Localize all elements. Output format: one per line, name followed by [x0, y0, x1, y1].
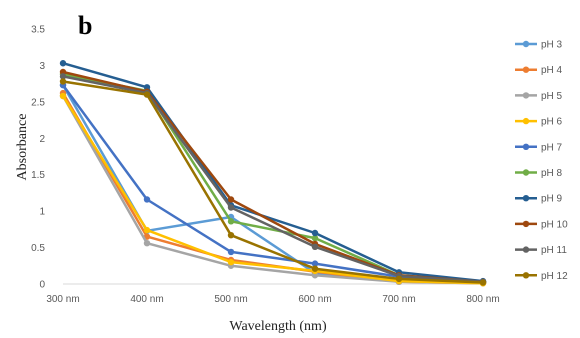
- legend-swatch-marker: [522, 117, 530, 125]
- x-axis-label: Wavelength (nm): [229, 319, 327, 334]
- data-point: [143, 196, 151, 203]
- legend-item: pH 4: [515, 65, 563, 76]
- x-tick-label: 800 nm: [466, 294, 499, 305]
- y-tick-label: 0.5: [31, 243, 45, 254]
- legend-swatch-marker: [522, 66, 530, 73]
- series-line: [61, 94, 485, 285]
- data-point: [311, 260, 319, 267]
- legend-swatch-marker: [522, 220, 530, 228]
- data-point: [143, 91, 151, 98]
- legend-item: pH 8: [515, 168, 563, 179]
- x-tick-label: 600 nm: [298, 294, 331, 305]
- data-point: [143, 84, 151, 91]
- series-line: [61, 80, 485, 284]
- data-point: [59, 92, 67, 100]
- data-point: [227, 196, 235, 203]
- series-line: [61, 75, 485, 284]
- x-tick-label: 700 nm: [382, 294, 415, 305]
- data-point: [227, 258, 235, 266]
- legend-item: pH 12: [515, 271, 568, 282]
- legend-label: pH 12: [541, 271, 568, 282]
- data-point: [311, 272, 319, 279]
- legend-swatch-marker: [522, 272, 530, 279]
- x-tick-label: 500 nm: [214, 294, 247, 305]
- legend: pH 3 pH 4 pH 5 pH 6 pH 7 pH 8 pH 9 pH 10 pH 11 pH…: [515, 40, 568, 282]
- data-point: [395, 275, 403, 283]
- data-point: [143, 226, 151, 234]
- data-point: [227, 231, 235, 239]
- panel-label: b: [78, 11, 92, 40]
- x-tick-label: 400 nm: [130, 294, 163, 305]
- y-tick-label: 1.5: [31, 170, 45, 181]
- series-line: [61, 70, 485, 284]
- y-tick-label: 2: [39, 134, 45, 145]
- data-point: [59, 68, 67, 76]
- legend-swatch-marker: [522, 92, 530, 99]
- legend-label: pH 7: [541, 142, 563, 153]
- data-point: [227, 204, 235, 211]
- data-point: [143, 240, 151, 247]
- legend-swatch-marker: [522, 246, 530, 253]
- legend-item: pH 6: [515, 117, 563, 128]
- legend-label: pH 11: [541, 245, 567, 256]
- legend-swatch-marker: [522, 195, 530, 202]
- y-tick-label: 2.5: [31, 97, 45, 108]
- series-line: [61, 91, 485, 285]
- legend-item: pH 7: [515, 142, 563, 153]
- x-axis: 300 nm 400 nm 500 nm 600 nm 700 nm 800 nm: [46, 294, 499, 305]
- legend-label: pH 5: [541, 91, 563, 102]
- series-ph-12: [59, 78, 487, 286]
- data-point: [311, 234, 319, 242]
- legend-item: pH 3: [515, 40, 563, 51]
- y-tick-label: 0: [39, 280, 45, 291]
- legend-label: pH 6: [541, 117, 563, 128]
- series-ph-3: [59, 81, 487, 286]
- series-line: [61, 94, 485, 285]
- y-tick-label: 3.5: [31, 25, 45, 36]
- legend-item: pH 5: [515, 91, 563, 102]
- data-point: [479, 279, 487, 286]
- legend-swatch-marker: [522, 169, 530, 176]
- legend-swatch-marker: [522, 40, 530, 48]
- legend-item: pH 9: [515, 194, 563, 205]
- data-point: [59, 60, 67, 67]
- data-point: [59, 73, 67, 80]
- data-point: [311, 265, 319, 272]
- x-tick-label: 300 nm: [46, 294, 79, 305]
- data-point: [227, 248, 235, 256]
- legend-label: pH 4: [541, 65, 563, 76]
- series-ph-7: [59, 81, 487, 286]
- y-axis-label: Absorbance: [15, 114, 30, 181]
- legend-label: pH 8: [541, 168, 563, 179]
- data-point: [227, 218, 235, 225]
- series-line: [61, 61, 485, 283]
- legend-item: pH 11: [515, 245, 567, 256]
- legend-label: pH 10: [541, 219, 568, 230]
- y-axis: 0 0.5 1 1.5 2 2.5 3 3.5: [31, 25, 45, 291]
- legend-item: pH 10: [515, 219, 568, 230]
- y-tick-label: 1: [39, 207, 45, 218]
- legend-swatch-marker: [522, 143, 530, 150]
- data-point: [311, 243, 319, 251]
- y-tick-label: 3: [39, 61, 45, 72]
- data-point: [311, 229, 319, 237]
- series-group: [59, 60, 487, 287]
- legend-label: pH 3: [541, 40, 563, 51]
- legend-label: pH 9: [541, 194, 563, 205]
- data-point: [59, 78, 67, 85]
